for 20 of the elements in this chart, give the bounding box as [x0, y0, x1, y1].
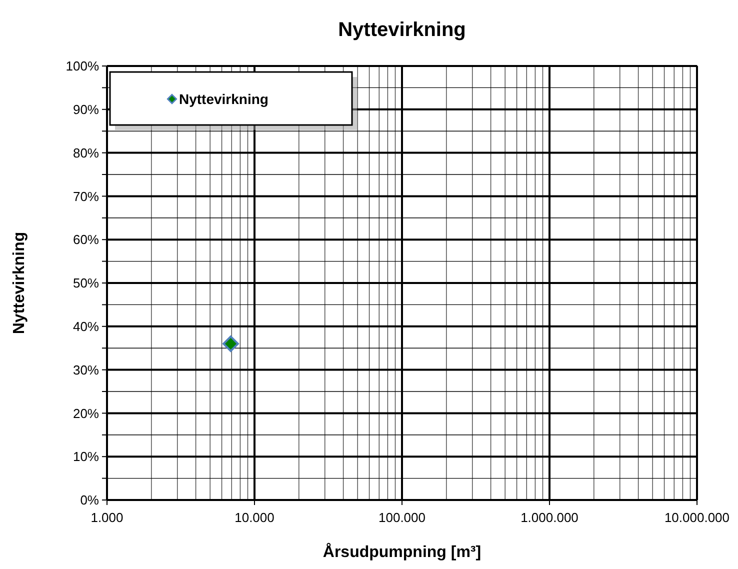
x-axis-title: Årsudpumpning [m³] — [322, 542, 482, 561]
x-tick-label: 1.000.000 — [520, 510, 578, 525]
x-tick-label: 10.000 — [234, 510, 274, 525]
legend-label: Nyttevirkning — [179, 90, 268, 107]
y-tick-label: 0% — [80, 492, 100, 508]
y-tick-label: 40% — [72, 318, 100, 334]
y-tick-label: 100% — [66, 58, 100, 74]
y-tick-label: 10% — [72, 449, 100, 464]
x-tick-label: 100.000 — [378, 510, 426, 525]
y-tick-label: 80% — [72, 145, 100, 160]
y-tick-label: 30% — [72, 362, 100, 378]
y-tick-label: 50% — [72, 276, 100, 291]
x-tick-label: 10.000.000 — [664, 510, 730, 525]
y-tick-label: 70% — [72, 188, 100, 204]
x-tick-label: 1.000 — [90, 510, 124, 525]
y-tick-label: 60% — [72, 232, 100, 248]
chart-title: Nyttevirkning — [338, 19, 466, 41]
y-axis-title: Nyttevirkning — [11, 232, 28, 334]
y-tick-label: 20% — [72, 406, 100, 421]
y-tick-label: 90% — [72, 102, 100, 117]
